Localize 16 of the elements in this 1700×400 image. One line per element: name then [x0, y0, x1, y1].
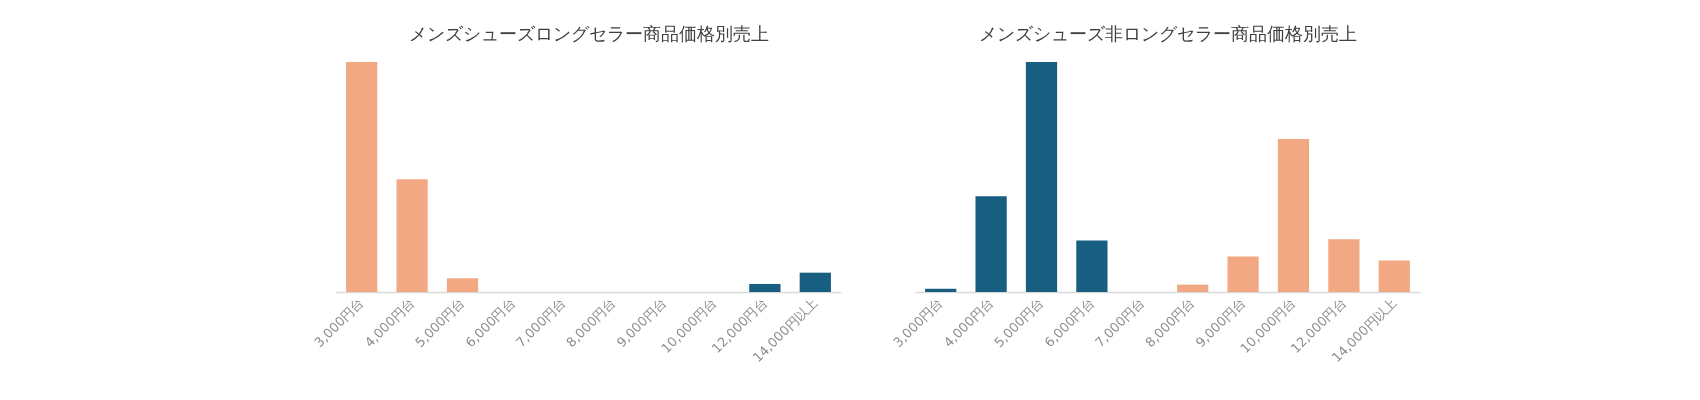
chart-title: メンズシューズロングセラー商品価格別売上	[408, 23, 769, 44]
bar	[1378, 260, 1410, 292]
bar	[1177, 284, 1209, 292]
bar	[1025, 62, 1058, 292]
bar	[346, 62, 378, 292]
bar	[975, 196, 1007, 292]
bar	[749, 283, 781, 292]
bar	[925, 288, 957, 292]
bar	[1076, 240, 1108, 292]
bar	[1227, 256, 1259, 292]
bar	[799, 272, 831, 292]
bar	[446, 278, 479, 292]
bar	[396, 179, 428, 292]
chart-title: メンズシューズ非ロングセラー商品価格別売上	[978, 23, 1357, 44]
bar	[1328, 239, 1360, 292]
bar	[1277, 139, 1310, 292]
